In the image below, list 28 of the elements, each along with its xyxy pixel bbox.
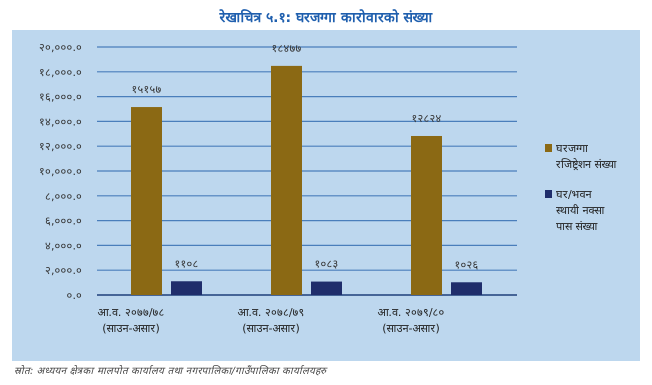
y-tick-label: ०.०	[66, 289, 82, 302]
y-tick-label: १२,०००.०	[39, 140, 82, 154]
bar	[411, 136, 442, 295]
y-tick-label: १४,०००.०	[39, 115, 82, 128]
y-tick-label: ४,०००.०	[45, 239, 82, 252]
data-label: ११०८	[174, 257, 198, 270]
y-tick-label: ८,०००.०	[45, 190, 82, 203]
y-tick-label: ६,०००.०	[45, 214, 82, 228]
x-tick-label: आ.व. २०७७/७८ (साउन-असार)	[97, 306, 165, 335]
bar	[171, 281, 202, 295]
text: स्रोत: अध्ययन क्षेत्रका मालपोत कार्यालय तथा नगरपालिका/गाउँपालिका कार्यालयहरु	[14, 365, 328, 377]
y-tick-label: २०,०००.०	[39, 41, 82, 54]
x-tick-label: आ.व. २०७९/८० (साउन-असार)	[377, 306, 445, 335]
bar	[311, 282, 342, 295]
data-label: १०८३	[314, 258, 338, 271]
bar	[271, 66, 302, 295]
y-tick-label: १६,०००.०	[39, 90, 82, 104]
legend-label: घरजग्गा रजिष्ट्रेशन संख्या	[556, 142, 616, 171]
y-tick-label: २,०००.०	[45, 264, 82, 278]
bar	[131, 107, 162, 295]
bar	[451, 282, 482, 295]
y-tick-label: १०,०००.०	[39, 165, 82, 178]
legend-label: घर/भवन स्थायी नक्सा पास संख्या	[556, 188, 604, 233]
data-label: १०२६	[454, 258, 478, 272]
x-tick-label: आ.व. २०७८/७९ (साउन-असार)	[237, 306, 305, 335]
y-tick-label: १८,०००.०	[39, 66, 82, 79]
chart-title: रेखाचित्र ५.१: घरजग्गा कारोवारको संख्या	[218, 9, 434, 26]
data-label: १५१५७	[132, 83, 162, 96]
